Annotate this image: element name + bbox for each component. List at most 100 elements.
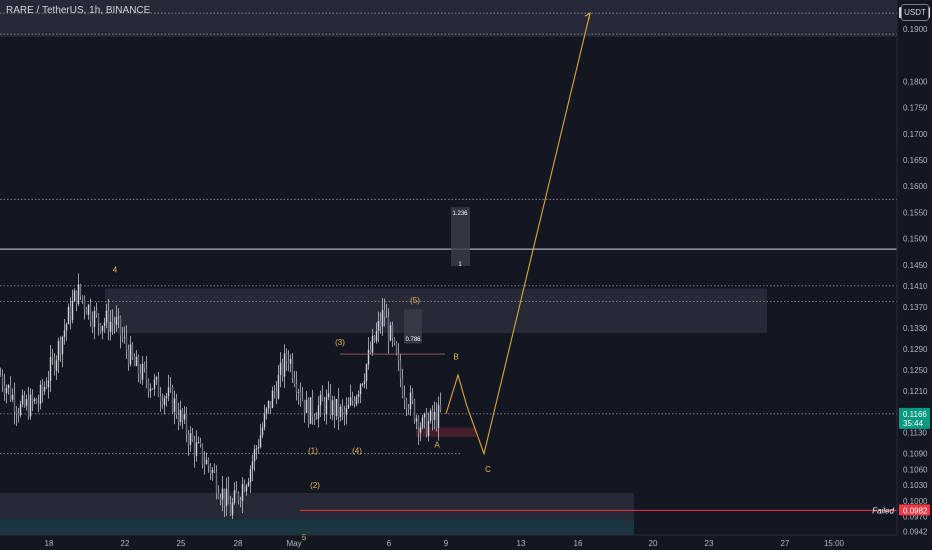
candle-body bbox=[221, 488, 224, 500]
candle-body bbox=[117, 316, 120, 318]
candle-body bbox=[163, 398, 166, 405]
candle-body bbox=[427, 421, 430, 436]
candle-body bbox=[371, 335, 374, 353]
candle-body bbox=[171, 387, 174, 412]
price-tick-label: 0.1250 bbox=[903, 366, 928, 375]
candle-body bbox=[275, 391, 278, 399]
candle-body bbox=[369, 349, 372, 353]
candle-body bbox=[263, 413, 266, 428]
failed-label: Failed bbox=[872, 506, 894, 515]
candle-body bbox=[399, 360, 402, 379]
time-tick-label: 16 bbox=[574, 539, 583, 548]
candle-body bbox=[425, 413, 428, 436]
candle-body bbox=[23, 395, 26, 406]
candle-body bbox=[109, 321, 112, 332]
candle-body bbox=[49, 357, 52, 381]
price-tick-label: 0.1600 bbox=[903, 182, 928, 191]
candle-body bbox=[219, 497, 222, 500]
wave-2-label: (2) bbox=[310, 481, 320, 490]
time-tick-label: 15:00 bbox=[824, 539, 845, 548]
candle-body bbox=[299, 391, 302, 399]
candle-body bbox=[273, 390, 276, 392]
price-tick-label: 0.1750 bbox=[903, 104, 928, 113]
candle-body bbox=[129, 344, 132, 365]
candle-body bbox=[105, 310, 108, 323]
candle-body bbox=[35, 399, 38, 404]
candle-body bbox=[159, 396, 162, 401]
candle-body bbox=[277, 375, 280, 399]
candle-body bbox=[423, 413, 426, 418]
candle-body bbox=[431, 410, 434, 420]
candle-body bbox=[207, 459, 210, 467]
candle-body bbox=[271, 390, 274, 408]
candle-body bbox=[45, 387, 48, 388]
price-tick-label: 0.1550 bbox=[903, 208, 928, 217]
candle-body bbox=[331, 400, 334, 416]
price-tick-label: 0.1650 bbox=[903, 156, 928, 165]
candle-body bbox=[279, 362, 282, 376]
candle-body bbox=[123, 336, 126, 338]
candle-body bbox=[265, 408, 268, 414]
candle-body bbox=[165, 396, 168, 399]
zone-gray bbox=[0, 493, 634, 520]
wave-b-label: B bbox=[453, 352, 458, 361]
fib-box-upper bbox=[451, 207, 470, 266]
candle-body bbox=[55, 360, 58, 371]
fib-1-label: 1 bbox=[458, 262, 462, 268]
candle-body bbox=[37, 403, 40, 405]
candle-body bbox=[131, 344, 134, 358]
candle-body bbox=[439, 404, 442, 410]
candle-body bbox=[381, 309, 384, 327]
projection-path bbox=[445, 12, 591, 456]
wave-1-label: (1) bbox=[308, 447, 318, 456]
candle-body bbox=[185, 414, 188, 435]
current-price-badge bbox=[899, 407, 930, 429]
candle-body bbox=[405, 400, 408, 409]
candle-body bbox=[161, 400, 164, 405]
candle-body bbox=[365, 364, 368, 382]
candle-body bbox=[31, 394, 34, 402]
candle-body bbox=[247, 482, 250, 486]
candle-body bbox=[409, 392, 412, 410]
candle-body bbox=[417, 418, 420, 433]
candle-body bbox=[301, 398, 304, 401]
candle-body bbox=[387, 316, 390, 341]
candle-body bbox=[391, 325, 394, 339]
candle-body bbox=[421, 417, 424, 428]
price-tick-label: 0.1450 bbox=[903, 261, 928, 270]
candle-body bbox=[357, 394, 360, 397]
time-tick-label: 28 bbox=[234, 539, 243, 548]
candle-body bbox=[63, 330, 66, 337]
candle-body bbox=[121, 335, 124, 338]
candle-body bbox=[217, 493, 220, 498]
candle-body bbox=[225, 488, 228, 507]
candle-body bbox=[401, 378, 404, 397]
candle-body bbox=[367, 349, 370, 365]
failed-price-badge bbox=[899, 504, 930, 516]
candle-body bbox=[235, 490, 238, 493]
candle-body bbox=[267, 401, 270, 409]
candle-body bbox=[157, 377, 160, 397]
candle-body bbox=[289, 358, 292, 364]
candle-body bbox=[115, 317, 118, 325]
candle-body bbox=[141, 363, 144, 380]
candle-body bbox=[379, 320, 382, 327]
projection-arrowhead bbox=[584, 12, 591, 20]
candle-body bbox=[79, 284, 82, 297]
time-tick-label: 13 bbox=[517, 539, 526, 548]
candle-body bbox=[359, 384, 362, 395]
candle-body bbox=[191, 433, 194, 441]
candle-body bbox=[183, 414, 186, 420]
candle-body bbox=[375, 330, 378, 342]
quote-currency-button[interactable]: USDT bbox=[901, 4, 929, 21]
candle-body bbox=[39, 384, 42, 404]
wave-5-minor-label: (5) bbox=[410, 296, 420, 305]
candle-body bbox=[335, 398, 338, 416]
price-tick-label: 0.1130 bbox=[903, 429, 927, 438]
candle-body bbox=[325, 397, 328, 415]
candle-body bbox=[57, 341, 60, 361]
candle-body bbox=[149, 388, 152, 392]
candle-body bbox=[177, 414, 180, 423]
zone-teal bbox=[0, 519, 634, 535]
